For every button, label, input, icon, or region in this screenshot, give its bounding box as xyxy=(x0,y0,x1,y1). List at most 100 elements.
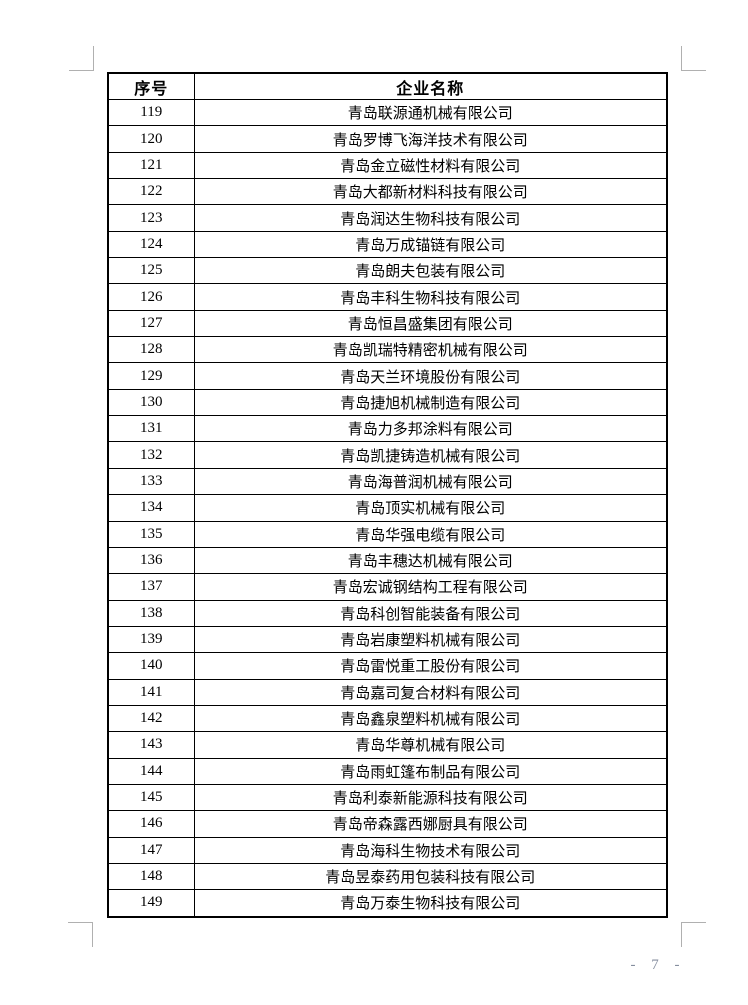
table-row: 133 青岛海普润机械有限公司 xyxy=(107,467,668,496)
table-row: 119 青岛联源通机械有限公司 xyxy=(107,98,668,127)
cell-serial-number: 119 xyxy=(107,98,195,127)
cell-serial-number: 120 xyxy=(107,125,195,153)
table-row: 145 青岛利泰新能源科技有限公司 xyxy=(107,783,668,812)
page-number: - 7 - xyxy=(630,957,686,973)
cell-company-name: 青岛海普润机械有限公司 xyxy=(193,467,668,496)
cell-serial-number: 121 xyxy=(107,151,195,180)
column-header-company: 企业名称 xyxy=(193,72,668,100)
cell-serial-number: 125 xyxy=(107,257,195,285)
table-row: 137 青岛宏诚钢结构工程有限公司 xyxy=(107,573,668,601)
table-row: 149 青岛万泰生物科技有限公司 xyxy=(107,889,668,918)
table-row: 147 青岛海科生物技术有限公司 xyxy=(107,836,668,864)
cell-serial-number: 141 xyxy=(107,678,195,706)
cell-company-name: 青岛雷悦重工股份有限公司 xyxy=(193,652,668,680)
table-row: 125 青岛朗夫包装有限公司 xyxy=(107,257,668,285)
cropmark-top-left xyxy=(69,46,94,71)
cell-serial-number: 127 xyxy=(107,309,195,338)
cell-company-name: 青岛鑫泉塑料机械有限公司 xyxy=(193,704,668,733)
cell-serial-number: 143 xyxy=(107,731,195,759)
cell-serial-number: 140 xyxy=(107,652,195,680)
table-row: 123 青岛润达生物科技有限公司 xyxy=(107,204,668,232)
table-row: 146 青岛帝森露西娜厨具有限公司 xyxy=(107,810,668,838)
table-body: 119 青岛联源通机械有限公司 120 青岛罗博飞海洋技术有限公司 121 青岛金立磁性材… xyxy=(107,98,668,918)
cell-serial-number: 138 xyxy=(107,599,195,627)
cell-serial-number: 131 xyxy=(107,415,195,443)
cell-company-name: 青岛嘉司复合材料有限公司 xyxy=(193,678,668,706)
cell-company-name: 青岛凯瑞特精密机械有限公司 xyxy=(193,336,668,364)
cell-serial-number: 139 xyxy=(107,625,195,654)
cell-company-name: 青岛昱泰药用包装科技有限公司 xyxy=(193,862,668,891)
cell-serial-number: 126 xyxy=(107,283,195,311)
table-row: 128 青岛凯瑞特精密机械有限公司 xyxy=(107,336,668,364)
cell-serial-number: 132 xyxy=(107,441,195,469)
table-row: 130 青岛捷旭机械制造有限公司 xyxy=(107,388,668,417)
cell-company-name: 青岛科创智能装备有限公司 xyxy=(193,599,668,627)
cell-serial-number: 128 xyxy=(107,336,195,364)
cell-company-name: 青岛丰穗达机械有限公司 xyxy=(193,546,668,575)
table-header-row: 序号 企业名称 xyxy=(107,72,668,100)
table-row: 131 青岛力多邦涂料有限公司 xyxy=(107,415,668,443)
table-row: 148 青岛昱泰药用包装科技有限公司 xyxy=(107,862,668,891)
cell-company-name: 青岛捷旭机械制造有限公司 xyxy=(193,388,668,417)
cropmark-top-right xyxy=(681,46,706,71)
table-row: 122 青岛大都新材料科技有限公司 xyxy=(107,178,668,206)
cell-company-name: 青岛万成锚链有限公司 xyxy=(193,230,668,259)
table-row: 138 青岛科创智能装备有限公司 xyxy=(107,599,668,627)
cell-company-name: 青岛润达生物科技有限公司 xyxy=(193,204,668,232)
cell-company-name: 青岛帝森露西娜厨具有限公司 xyxy=(193,810,668,838)
cell-company-name: 青岛凯捷铸造机械有限公司 xyxy=(193,441,668,469)
cell-company-name: 青岛联源通机械有限公司 xyxy=(193,98,668,127)
cell-serial-number: 144 xyxy=(107,757,195,785)
table-row: 134 青岛顶实机械有限公司 xyxy=(107,494,668,522)
table-row: 127 青岛恒昌盛集团有限公司 xyxy=(107,309,668,338)
table-row: 124 青岛万成锚链有限公司 xyxy=(107,230,668,259)
cell-serial-number: 137 xyxy=(107,573,195,601)
table-row: 140 青岛雷悦重工股份有限公司 xyxy=(107,652,668,680)
cell-company-name: 青岛金立磁性材料有限公司 xyxy=(193,151,668,180)
table-row: 135 青岛华强电缆有限公司 xyxy=(107,520,668,548)
cell-serial-number: 122 xyxy=(107,178,195,206)
cell-company-name: 青岛雨虹篷布制品有限公司 xyxy=(193,757,668,785)
cropmark-bottom-left xyxy=(68,922,93,947)
table-row: 120 青岛罗博飞海洋技术有限公司 xyxy=(107,125,668,153)
table-row: 141 青岛嘉司复合材料有限公司 xyxy=(107,678,668,706)
table-row: 142 青岛鑫泉塑料机械有限公司 xyxy=(107,704,668,733)
cell-company-name: 青岛顶实机械有限公司 xyxy=(193,494,668,522)
cell-company-name: 青岛华强电缆有限公司 xyxy=(193,520,668,548)
table-row: 144 青岛雨虹篷布制品有限公司 xyxy=(107,757,668,785)
table-row: 126 青岛丰科生物科技有限公司 xyxy=(107,283,668,311)
table-row: 121 青岛金立磁性材料有限公司 xyxy=(107,151,668,180)
table-row: 136 青岛丰穗达机械有限公司 xyxy=(107,546,668,575)
table-row: 132 青岛凯捷铸造机械有限公司 xyxy=(107,441,668,469)
cell-serial-number: 123 xyxy=(107,204,195,232)
cell-company-name: 青岛丰科生物科技有限公司 xyxy=(193,283,668,311)
cell-company-name: 青岛海科生物技术有限公司 xyxy=(193,836,668,864)
cell-company-name: 青岛朗夫包装有限公司 xyxy=(193,257,668,285)
cell-serial-number: 142 xyxy=(107,704,195,733)
cell-serial-number: 146 xyxy=(107,810,195,838)
cell-serial-number: 130 xyxy=(107,388,195,417)
column-header-serial: 序号 xyxy=(107,72,195,100)
cell-company-name: 青岛天兰环境股份有限公司 xyxy=(193,362,668,390)
cell-company-name: 青岛万泰生物科技有限公司 xyxy=(193,889,668,918)
cell-company-name: 青岛力多邦涂料有限公司 xyxy=(193,415,668,443)
company-table: 序号 企业名称 119 青岛联源通机械有限公司 120 青岛罗博飞海洋技术有限公司 12… xyxy=(107,72,668,918)
cell-company-name: 青岛罗博飞海洋技术有限公司 xyxy=(193,125,668,153)
cell-serial-number: 149 xyxy=(107,889,195,918)
cell-serial-number: 145 xyxy=(107,783,195,812)
cell-company-name: 青岛宏诚钢结构工程有限公司 xyxy=(193,573,668,601)
table-row: 143 青岛华尊机械有限公司 xyxy=(107,731,668,759)
cell-serial-number: 135 xyxy=(107,520,195,548)
cell-serial-number: 148 xyxy=(107,862,195,891)
cell-serial-number: 134 xyxy=(107,494,195,522)
cell-company-name: 青岛恒昌盛集团有限公司 xyxy=(193,309,668,338)
cell-company-name: 青岛利泰新能源科技有限公司 xyxy=(193,783,668,812)
cell-serial-number: 136 xyxy=(107,546,195,575)
table-row: 139 青岛岩康塑料机械有限公司 xyxy=(107,625,668,654)
cell-company-name: 青岛岩康塑料机械有限公司 xyxy=(193,625,668,654)
cell-serial-number: 124 xyxy=(107,230,195,259)
cell-company-name: 青岛华尊机械有限公司 xyxy=(193,731,668,759)
cell-serial-number: 133 xyxy=(107,467,195,496)
cropmark-bottom-right xyxy=(681,922,706,947)
cell-serial-number: 129 xyxy=(107,362,195,390)
